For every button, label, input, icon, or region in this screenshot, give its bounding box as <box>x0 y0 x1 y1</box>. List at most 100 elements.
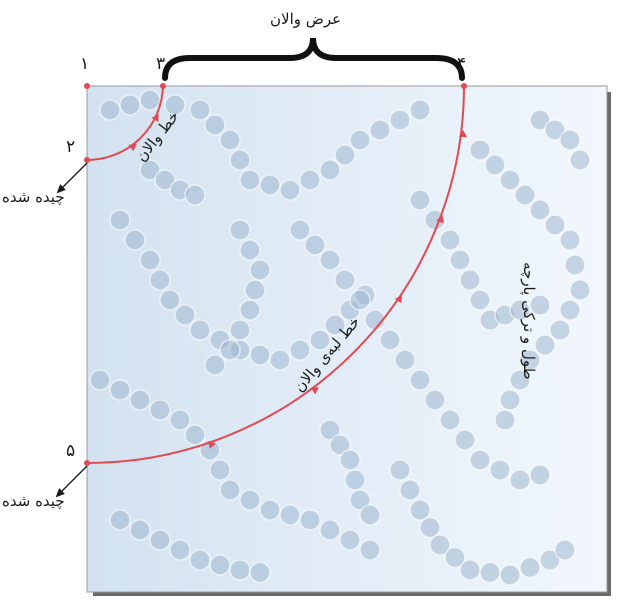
pattern-dot <box>454 429 476 451</box>
pattern-dot <box>544 214 566 236</box>
pattern-dot <box>184 424 206 446</box>
ruffle-width-label: عرض والان <box>270 10 342 28</box>
pattern-dot <box>359 539 381 561</box>
point-label-3: ۳ <box>156 54 166 74</box>
pattern-dot <box>109 209 131 231</box>
ruffle-edge-line-arc <box>86 85 465 464</box>
pattern-dot <box>139 159 161 181</box>
cut-lines <box>86 85 465 464</box>
pattern-dot <box>129 519 151 541</box>
point-4-marker <box>461 83 467 89</box>
pattern-dot <box>349 129 371 151</box>
pattern-dot <box>394 349 416 371</box>
pattern-dot <box>139 249 161 271</box>
pattern-dot <box>469 289 491 311</box>
pattern-dot <box>514 184 536 206</box>
arrow-marker <box>459 130 467 138</box>
pattern-dot <box>289 219 311 241</box>
pattern-dot <box>149 529 171 551</box>
pattern-dot <box>409 499 431 521</box>
pattern-dot <box>289 339 311 361</box>
pattern-dot <box>424 389 446 411</box>
pattern-dot <box>359 504 381 526</box>
pattern-dot <box>309 329 331 351</box>
pattern-dot <box>534 334 556 356</box>
point-label-1: ۱ <box>80 54 90 74</box>
arrow-marker <box>310 387 319 395</box>
pattern-dot <box>324 314 346 336</box>
fabric-pattern <box>89 89 591 586</box>
pattern-dot <box>569 149 591 171</box>
pattern-dot <box>559 129 581 151</box>
pattern-dot <box>139 89 161 111</box>
pattern-dot <box>229 219 251 241</box>
arrow-marker <box>128 143 137 152</box>
pattern-dot <box>334 144 356 166</box>
pattern-dot <box>159 289 181 311</box>
pattern-dot <box>509 369 531 391</box>
pattern-dot <box>329 434 351 456</box>
point-5-marker <box>84 460 90 466</box>
arrow-marker <box>394 295 403 304</box>
pattern-dot <box>269 349 291 371</box>
arrow-marker <box>436 215 444 224</box>
cut-piece-label-bottom: چیده شده <box>2 492 65 510</box>
pattern-dot <box>319 419 341 441</box>
pattern-dot <box>204 354 226 376</box>
pattern-dot <box>554 539 576 561</box>
pattern-dot <box>299 509 321 531</box>
pattern-dot <box>529 199 551 221</box>
pattern-dot <box>239 299 261 321</box>
pattern-dot <box>149 399 171 421</box>
pattern-dot <box>449 249 471 271</box>
pattern-dot <box>369 119 391 141</box>
pattern-dot <box>549 319 571 341</box>
pattern-dot <box>519 556 541 579</box>
leader-bottom <box>61 465 88 492</box>
point-label-4: ۴ <box>457 54 467 74</box>
pattern-dot <box>249 344 271 366</box>
pattern-dot <box>209 554 231 576</box>
pattern-dot <box>429 534 451 556</box>
pattern-dot <box>519 349 541 371</box>
pattern-dot <box>419 516 441 539</box>
fabric-sheet <box>86 85 608 593</box>
arrow-marker <box>151 113 159 122</box>
pattern-dot <box>499 389 521 411</box>
pattern-dot <box>569 279 591 301</box>
leader-bottom-head <box>55 488 65 498</box>
pattern-dot <box>409 99 431 121</box>
pattern-dot <box>529 109 551 131</box>
pattern-dot <box>219 479 241 501</box>
pattern-dot <box>109 509 131 531</box>
pattern-dot <box>279 504 301 526</box>
pattern-dot <box>249 561 271 584</box>
pattern-dot <box>164 94 186 116</box>
pattern-dot <box>239 169 261 191</box>
width-brace <box>162 37 465 81</box>
point-1-marker <box>84 83 90 89</box>
pattern-dot <box>339 529 361 551</box>
cut-leaders <box>61 162 88 492</box>
arrow-marker <box>208 441 216 449</box>
pattern-dot <box>509 299 531 321</box>
pattern-dot <box>409 369 431 391</box>
pattern-dot <box>439 229 461 251</box>
pattern-dot <box>229 319 251 341</box>
pattern-dot <box>239 489 261 511</box>
leader-arrowheads <box>55 184 66 498</box>
pattern-dot <box>219 339 241 361</box>
pattern-dot <box>259 174 281 196</box>
pattern-dot <box>279 179 301 201</box>
pattern-dot <box>529 294 551 316</box>
pattern-dot <box>379 329 401 351</box>
pattern-dot <box>459 559 481 581</box>
pattern-dot <box>169 539 191 561</box>
pattern-dot <box>189 319 211 341</box>
pattern-dot <box>439 409 461 431</box>
ruffle-line-arc <box>86 85 164 161</box>
pattern-dot <box>499 564 521 586</box>
pattern-dot <box>204 114 226 136</box>
pattern-dot <box>209 459 231 481</box>
